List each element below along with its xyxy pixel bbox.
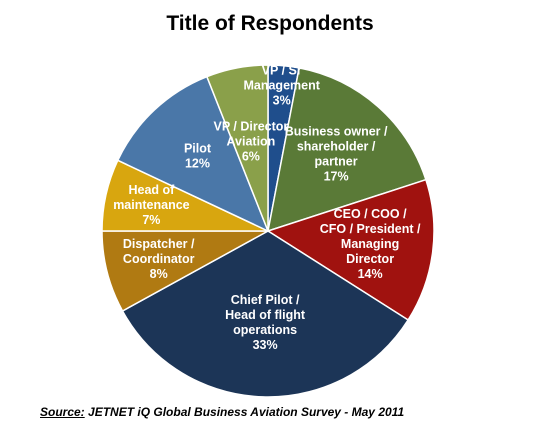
slice-label: VP / Director Aviation 6% (213, 119, 288, 163)
slice-label: Head of maintenance 7% (113, 183, 189, 227)
source-label: Source: (40, 405, 85, 419)
slice-label: Dispatcher / Coordinator 8% (123, 237, 195, 281)
slice-label-line: Coordinator (123, 252, 195, 266)
slice-label: CEO / COO / CFO / President / Managing Dire… (320, 207, 421, 281)
slice-label: Business owner / shareholder / partner 17% (285, 124, 388, 183)
slice-label-line: Chief Pilot / (231, 293, 300, 307)
slice-label: Chief Pilot / Head of flight operations 33% (225, 293, 306, 352)
slice-percent: 33% (253, 338, 278, 352)
slice-label-line: Director (346, 252, 394, 266)
pie-slice (205, 64, 269, 232)
slice-label: Pilot 12% (184, 142, 212, 171)
slice-percent: 3% (273, 94, 291, 108)
slice-label-line: CEO / COO / (334, 207, 407, 221)
pie-slice (267, 67, 427, 233)
slice-label-line: Head of flight (225, 308, 306, 322)
slice-percent: 7% (142, 213, 160, 227)
slice-label: VP / Sr Management 3% (243, 64, 320, 108)
pie-slice (116, 75, 270, 233)
pie-slice (266, 178, 435, 321)
slice-label-line: Management (243, 79, 320, 93)
slice-percent: 8% (150, 267, 168, 281)
source-note: Source: JETNET iQ Global Business Aviati… (40, 405, 404, 419)
slice-label-line: Aviation (226, 134, 275, 148)
slice-percent: 14% (358, 267, 383, 281)
slice-label-line: CFO / President / (320, 222, 421, 236)
slice-label-line: Pilot (184, 142, 212, 156)
slice-label-line: VP / Director (213, 119, 288, 133)
slice-label-line: Managing (341, 237, 399, 251)
slice-label-line: partner (315, 154, 358, 168)
slice-percent: 6% (242, 149, 260, 163)
slice-label-line: operations (233, 323, 297, 337)
slice-label-line: VP / Sr (262, 64, 302, 78)
slice-percent: 17% (324, 169, 349, 183)
slice-label-line: shareholder / (297, 139, 376, 153)
source-text: JETNET iQ Global Business Aviation Surve… (84, 405, 405, 419)
slice-label-line: Business owner / (285, 124, 388, 138)
slice-percent: 12% (185, 157, 210, 171)
slice-label-line: Dispatcher / (123, 237, 195, 251)
slice-label-line: maintenance (113, 198, 189, 212)
slice-label-line: Head of (128, 183, 175, 197)
chart-title: Title of Respondents (166, 12, 374, 35)
